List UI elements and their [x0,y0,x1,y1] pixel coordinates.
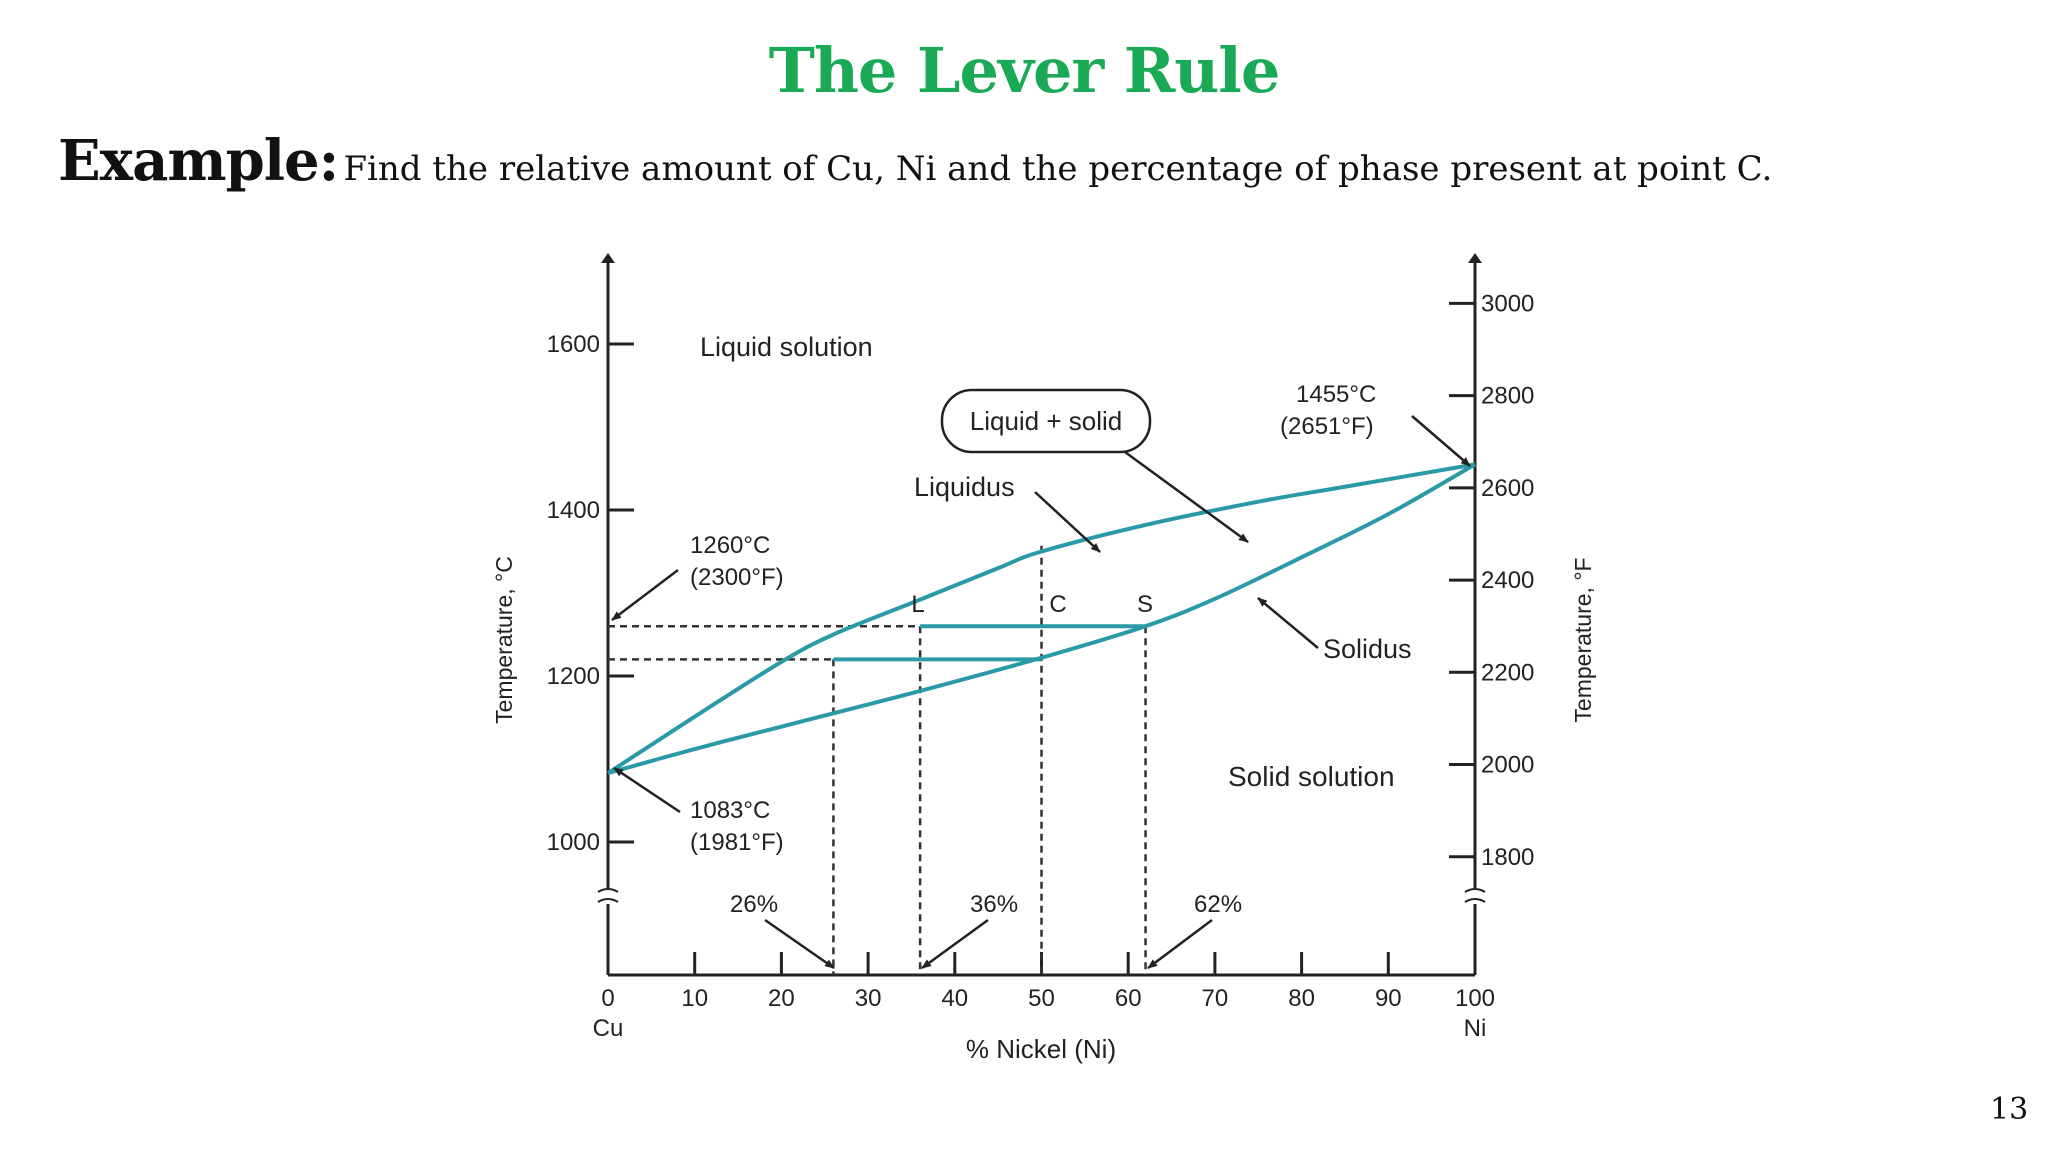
annotation-2651f: (2651°F) [1280,413,1374,440]
composition-36-label: 36% [970,891,1018,918]
left-axis-ticks: 1000 1200 1400 1600 [547,331,634,856]
left-tick-label: 1600 [547,331,600,358]
x-tick-label: 40 [941,985,968,1012]
annotation-1981f: (1981°F) [690,829,784,856]
x-tick-label: 100 [1455,985,1495,1012]
right-tick-label: 2800 [1481,383,1534,410]
x-axis-left-end-label: Cu [593,1015,624,1042]
example-statement: Example: Find the relative amount of Cu,… [58,128,1772,194]
right-tick-label: 1800 [1481,844,1534,871]
right-tick-label: 2000 [1481,752,1534,779]
arrow-62 [1147,919,1213,969]
composition-62-label: 62% [1194,891,1242,918]
annotation-1083c: 1083°C [690,797,770,824]
region-label-liquid: Liquid solution [700,332,873,362]
solidus-label: Solidus [1323,634,1412,664]
x-tick-label: 20 [768,985,795,1012]
annotation-1455c: 1455°C [1296,381,1376,408]
right-axis-ticks: 1800 2000 2200 2400 2600 2800 3000 [1449,290,1534,871]
liquidus-curve [606,462,1476,775]
arrow-1260c [611,569,679,621]
x-tick-label: 10 [681,985,708,1012]
arrow-36 [921,918,989,970]
slide-title: The Lever Rule [768,34,1281,107]
x-axis-label: % Nickel (Ni) [966,1034,1116,1064]
example-text: Find the relative amount of Cu, Ni and t… [343,149,1773,189]
right-axis-break [1464,888,1486,904]
solidus-curve [607,462,1476,776]
left-tick-label: 1000 [547,829,600,856]
page-number: 13 [1990,1092,2029,1127]
left-axis-label: Temperature, °C [491,556,517,724]
tie-lines [833,624,1146,662]
point-label-s: S [1137,591,1153,618]
arrow-1083c [613,766,681,814]
left-tick-label: 1400 [547,497,600,524]
right-tick-label: 2200 [1481,659,1534,686]
x-tick-label: 50 [1028,985,1055,1012]
arrow-liquidus [1034,491,1101,553]
x-tick-label: 30 [855,985,882,1012]
right-axis-label: Temperature, °F [1570,557,1596,722]
x-tick-label: 80 [1288,985,1315,1012]
two-phase-label-box [940,388,1152,454]
left-axis-break [597,888,619,904]
liquidus-label: Liquidus [914,472,1015,502]
composition-26-label: 26% [730,891,778,918]
annotation-1260c: 1260°C [690,532,770,559]
right-tick-label: 2400 [1481,567,1534,594]
annotation-arrows [611,415,1471,970]
arrow-solidus [1257,597,1319,649]
right-tick-label: 3000 [1481,290,1534,317]
point-label-l: L [911,591,924,618]
annotation-2300f: (2300°F) [690,564,784,591]
arrow-two-phase [1124,450,1249,544]
region-label-two-phase: Liquid + solid [970,406,1123,436]
x-tick-label: 70 [1202,985,1229,1012]
x-tick-label: 90 [1375,985,1402,1012]
left-tick-label: 1200 [547,663,600,690]
region-label-solid: Solid solution [1228,761,1395,792]
x-axis-right-end-label: Ni [1464,1015,1487,1042]
point-label-c: C [1049,591,1066,618]
right-tick-label: 2600 [1481,475,1534,502]
x-axis-ticks: 0 10 20 30 40 50 60 70 80 90 100 [601,952,1495,1012]
axes [597,253,1486,977]
example-label: Example: [58,128,339,194]
arrow-1455c [1411,415,1471,467]
x-tick-label: 0 [601,985,614,1012]
arrow-26 [764,918,835,970]
x-tick-label: 60 [1115,985,1142,1012]
